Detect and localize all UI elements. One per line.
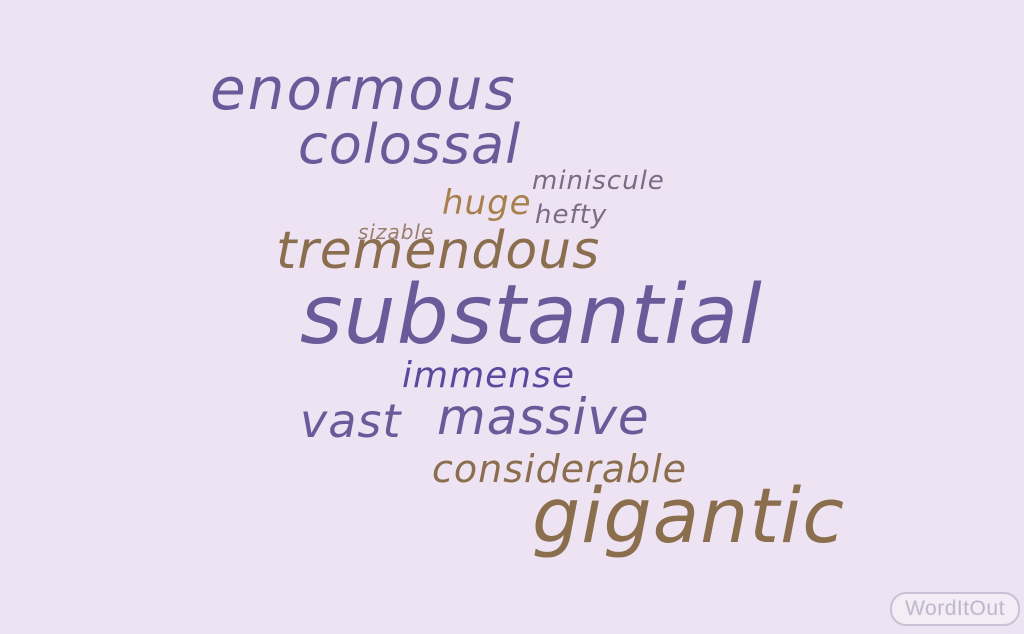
word-huge: huge xyxy=(442,183,532,223)
word-enormous: enormous xyxy=(210,55,517,123)
word-tremendous: tremendous xyxy=(276,221,601,281)
word-colossal: colossal xyxy=(298,113,522,176)
worditout-logo-text: WordItOut xyxy=(905,597,1005,621)
word-vast: vast xyxy=(300,394,402,448)
word-hefty: hefty xyxy=(535,200,608,230)
word-immense: immense xyxy=(402,355,576,396)
word-substantial: substantial xyxy=(300,268,763,363)
word-sizable: sizable xyxy=(358,220,435,244)
word-considerable: considerable xyxy=(432,447,688,491)
worditout-logo-link[interactable]: WordItOut xyxy=(890,592,1020,626)
word-miniscule: miniscule xyxy=(532,166,665,196)
word-massive: massive xyxy=(437,388,650,446)
word-gigantic: gigantic xyxy=(532,471,846,560)
